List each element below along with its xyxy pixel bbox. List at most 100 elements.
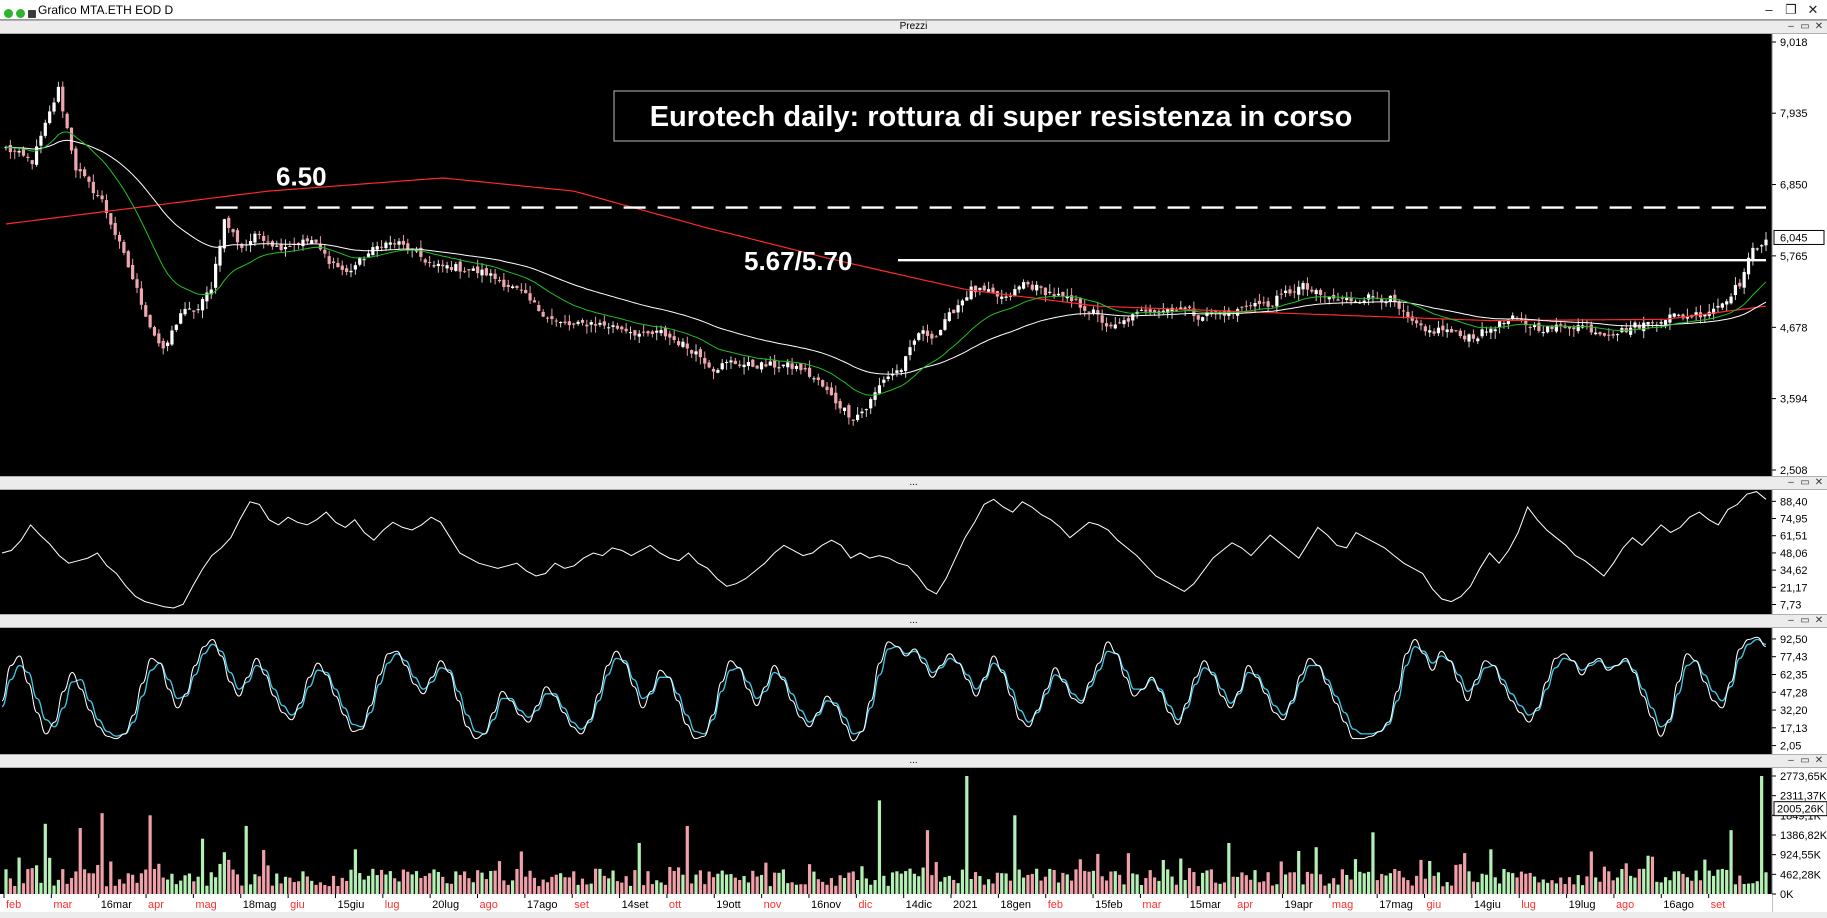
- candle-body: [1463, 335, 1467, 340]
- price-chart[interactable]: 9,018 7,935 6,850 5,765 4,678 3,594 2,508 6.50 5…: [0, 34, 1827, 477]
- candle-body: [1633, 322, 1637, 328]
- panel-minimize-icon[interactable]: –: [1788, 755, 1794, 766]
- volume-bar: [1323, 885, 1327, 894]
- panel-restore-icon[interactable]: ▭: [1800, 615, 1810, 626]
- panel-close-icon[interactable]: ✕: [1814, 755, 1824, 766]
- candle-body: [1480, 329, 1484, 337]
- panel-close-icon[interactable]: ✕: [1814, 615, 1824, 626]
- candle-body: [122, 242, 126, 253]
- candle-body: [1615, 334, 1620, 336]
- volume-bar: [1646, 855, 1650, 894]
- candle-body: [1104, 323, 1109, 327]
- volume-bar: [598, 868, 602, 894]
- close-icon[interactable]: ✕: [1807, 2, 1819, 17]
- volume-chart[interactable]: 2773,65K2311,37K1849,1K1386,82K924,55K46…: [0, 768, 1827, 912]
- volume-bar: [1074, 869, 1078, 894]
- y-tick-label: 88,40: [1780, 496, 1808, 508]
- panel-restore-icon[interactable]: ▭: [1800, 21, 1810, 32]
- volume-bar: [1170, 876, 1174, 894]
- candle-body: [117, 234, 122, 242]
- volume-bar: [1463, 853, 1467, 894]
- candle-body: [965, 297, 969, 301]
- chart-type-icon[interactable]: [28, 10, 36, 18]
- volume-bar: [668, 866, 672, 894]
- volume-bar: [1332, 878, 1336, 894]
- panel-restore-icon[interactable]: ▭: [1800, 477, 1810, 488]
- volume-bar: [96, 865, 100, 894]
- volume-bar: [26, 869, 30, 894]
- volume-bar: [807, 864, 812, 894]
- candle-body: [314, 239, 318, 243]
- volume-bar: [157, 863, 161, 894]
- panel-restore-icon[interactable]: ▭: [1800, 755, 1810, 766]
- candle-body: [1428, 330, 1432, 333]
- volume-bar: [1008, 880, 1013, 894]
- candle-body: [87, 176, 91, 182]
- panel-close-icon[interactable]: ✕: [1814, 21, 1824, 32]
- volume-bar: [152, 868, 157, 894]
- green-dot-icon[interactable]: [4, 9, 13, 18]
- candle-body: [528, 293, 532, 301]
- candle-body: [663, 328, 668, 337]
- volume-bar: [1109, 871, 1113, 894]
- volume-bar: [1401, 877, 1406, 894]
- volume-bar: [1380, 873, 1384, 894]
- oscillator-panel: 88,40 74,95 61,51 48,06 34,62 21,17 7,73: [0, 490, 1827, 614]
- candle-body: [1703, 314, 1707, 317]
- volume-bar: [353, 849, 357, 894]
- volume-bar: [1362, 873, 1366, 894]
- volume-bar: [1275, 884, 1279, 894]
- candle-body: [1292, 291, 1296, 293]
- price-panel: 9,018 7,935 6,850 5,765 4,678 3,594 2,508 6.50 5…: [0, 34, 1827, 477]
- volume-bar: [829, 878, 834, 894]
- candle-body: [781, 364, 785, 367]
- x-tick-label: 14dic: [906, 899, 933, 911]
- volume-bar: [1615, 877, 1620, 894]
- volume-bar: [192, 881, 196, 894]
- candle-body: [576, 321, 580, 324]
- panel-minimize-icon[interactable]: –: [1788, 615, 1794, 626]
- volume-bar: [834, 885, 838, 894]
- volume-bar: [1511, 873, 1515, 894]
- candle-body: [991, 287, 995, 293]
- volume-bar: [1528, 872, 1532, 894]
- volume-bar: [1441, 886, 1445, 894]
- minimize-icon[interactable]: –: [1765, 2, 1773, 17]
- stochastic-chart[interactable]: 92,50 77,43 62,35 47,28 32,20 17,13 2,05: [0, 628, 1827, 754]
- volume-bar: [406, 871, 410, 894]
- green-dot-icon[interactable]: [16, 9, 25, 18]
- y-tick-label: 77,43: [1780, 652, 1808, 664]
- candle-body: [1397, 301, 1401, 309]
- volume-bar: [1716, 869, 1720, 894]
- volume-bar: [283, 876, 288, 894]
- x-tick-label: dic: [858, 899, 873, 911]
- y-tick-label: 3,594: [1780, 394, 1808, 406]
- candle-body: [515, 285, 519, 288]
- volume-bar: [1624, 863, 1628, 894]
- volume-bar: [441, 876, 445, 894]
- candle-body: [676, 341, 681, 346]
- volume-bar: [253, 874, 257, 894]
- volume-bar: [1532, 876, 1537, 894]
- candle-body: [987, 289, 991, 292]
- candle-body: [428, 262, 432, 264]
- volume-bar: [925, 830, 930, 894]
- candle-body: [139, 288, 143, 305]
- panel-minimize-icon[interactable]: –: [1788, 21, 1794, 32]
- panel-minimize-icon[interactable]: –: [1788, 477, 1794, 488]
- candle-body: [904, 356, 908, 371]
- restore-icon[interactable]: ❐: [1785, 2, 1797, 17]
- volume-bar: [681, 874, 685, 894]
- volume-bar: [1751, 883, 1755, 894]
- x-tick-label: 19apr: [1284, 899, 1312, 911]
- volume-bar: [1270, 885, 1275, 894]
- volume-bar: [1235, 876, 1240, 894]
- candle-body: [310, 240, 314, 244]
- panel-close-icon[interactable]: ✕: [1814, 477, 1824, 488]
- candle-body: [912, 340, 916, 345]
- candle-body: [248, 241, 253, 246]
- volume-bar: [585, 884, 589, 894]
- resistance-label: 6.50: [276, 162, 327, 192]
- candle-body: [283, 247, 288, 250]
- oscillator-chart[interactable]: 88,40 74,95 61,51 48,06 34,62 21,17 7,73: [0, 490, 1827, 614]
